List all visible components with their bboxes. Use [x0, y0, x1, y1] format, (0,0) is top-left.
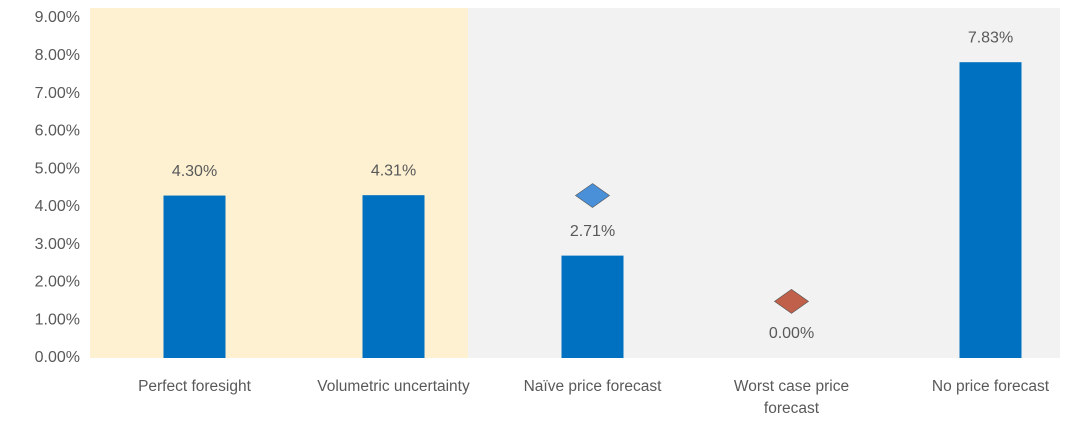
x-tick-label: Perfect foresight	[138, 378, 251, 395]
value-label: 4.31%	[371, 162, 416, 179]
y-tick-label: 8.00%	[35, 47, 80, 64]
x-tick-label: No price forecast	[931, 378, 1050, 395]
value-label: 0.00%	[769, 325, 814, 342]
y-tick-label: 7.00%	[35, 85, 80, 102]
y-tick-label: 1.00%	[35, 311, 80, 328]
y-tick-label: 3.00%	[35, 236, 80, 253]
y-tick-label: 4.00%	[35, 198, 80, 215]
bar	[561, 255, 624, 358]
bar	[959, 62, 1022, 358]
diamond-marker	[773, 288, 810, 314]
value-label: 4.30%	[172, 163, 217, 180]
bar	[163, 195, 226, 358]
diamond-marker	[574, 183, 611, 208]
y-tick-label: 9.00%	[35, 9, 80, 26]
y-tick-label: 5.00%	[35, 160, 80, 177]
y-tick-label: 6.00%	[35, 123, 80, 140]
x-tick-label: Worst case price forecast	[733, 378, 850, 417]
y-tick-label: 2.00%	[35, 274, 80, 291]
value-label: 2.71%	[570, 223, 615, 240]
y-tick-label: 0.00%	[35, 349, 80, 366]
x-tick-label: Volumetric uncertainty	[317, 378, 470, 395]
x-tick-label: Naïve price forecast	[523, 378, 662, 395]
bar	[362, 195, 425, 358]
value-label: 7.83%	[968, 29, 1013, 46]
